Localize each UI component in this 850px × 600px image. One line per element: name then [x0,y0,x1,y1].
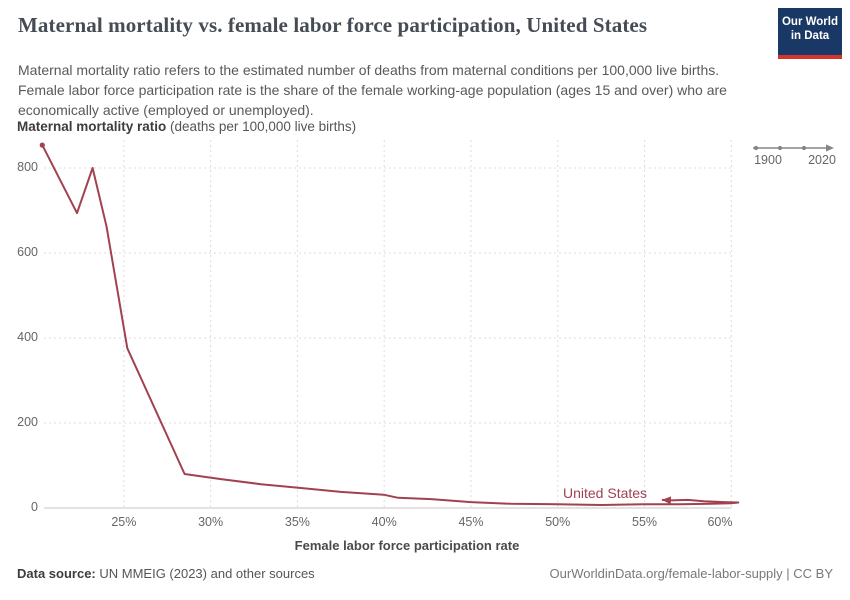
timeline-dot-icon [777,145,783,151]
timeline-dot-icon [801,145,807,151]
y-axis-title-name: Maternal mortality ratio [17,119,167,134]
series-label-united-states[interactable]: United States [563,485,648,501]
y-tick-label: 200 [17,415,38,429]
y-tick-label: 0 [31,500,38,514]
x-axis-title: Female labor force participation rate [294,538,520,553]
x-tick-label: 40% [371,515,397,529]
timeline-end-label: 2020 [808,153,836,167]
x-tick-label: 55% [632,515,658,529]
x-tick-label: 45% [458,515,484,529]
y-axis-title-units: (deaths per 100,000 live births) [166,119,357,134]
x-tick-label: 60% [707,515,733,529]
data-source-label: Data source: [17,566,96,581]
owid-logo[interactable]: Our World in Data [778,8,842,59]
timeline-start-label: 1900 [754,153,782,167]
data-source-text: Data source: UN MMEIG (2023) and other s… [17,566,315,581]
x-tick-label: 25% [111,515,137,529]
chart-subtitle: Maternal mortality ratio refers to the e… [18,62,727,119]
series-start-point [39,142,45,148]
series-end-arrow-icon [661,496,672,505]
y-tick-label: 400 [17,330,38,345]
timeline-arrow-icon [826,144,834,152]
timeline-dot-icon [753,145,759,151]
y-axis-title: Maternal mortality ratio (deaths per 100… [17,119,356,134]
y-tick-label: 800 [17,160,38,175]
x-tick-label: 35% [284,515,310,529]
owid-logo-line2: in Data [790,30,830,43]
y-tick-label: 600 [17,245,38,260]
owid-logo-line1: Our World [781,16,838,28]
series-line-united-states[interactable] [41,144,740,506]
x-tick-label: 30% [198,515,224,529]
credit-link[interactable]: OurWorldinData.org/female-labor-supply |… [549,566,833,581]
chart-title: Maternal mortality vs. female labor forc… [18,13,648,37]
x-tick-label: 50% [545,515,571,529]
